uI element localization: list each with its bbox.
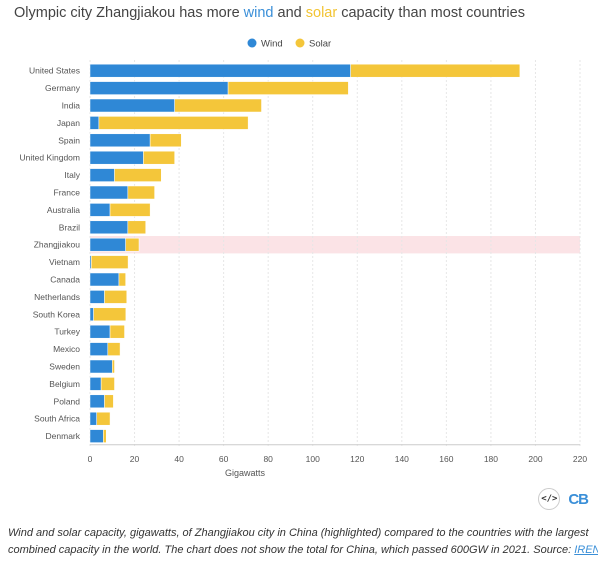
bar-wind	[89, 377, 102, 391]
bar-solar	[98, 116, 249, 130]
category-label: Turkey	[54, 327, 80, 337]
x-tick-label: 80	[263, 454, 273, 464]
legend-marker-wind	[247, 38, 257, 48]
bar-wind	[89, 342, 109, 356]
bar-wind	[89, 133, 151, 148]
bar-solar	[100, 377, 115, 391]
bar-solar	[107, 342, 121, 356]
bar-wind	[89, 63, 351, 78]
category-label: Germany	[45, 83, 81, 93]
category-label: Sweden	[49, 362, 80, 372]
bar-solar	[127, 185, 155, 200]
bar-solar	[104, 290, 127, 304]
bar-solar	[143, 150, 175, 165]
bar-solar	[227, 81, 349, 95]
bar-solar	[118, 272, 126, 287]
bar-wind	[89, 411, 97, 426]
bar-solar	[109, 203, 151, 217]
title-part1: Olympic city Zhangjiakou has more	[14, 5, 244, 21]
bar-solar	[125, 237, 140, 252]
bar-wind	[89, 429, 104, 443]
bar-solar	[96, 411, 111, 426]
bar-wind	[89, 307, 94, 322]
category-label: United Kingdom	[20, 153, 80, 163]
bar-solar	[109, 324, 125, 339]
bar-wind	[89, 290, 105, 304]
x-tick-label: 0	[88, 454, 93, 464]
bar-solar	[174, 98, 262, 113]
x-tick-label: 180	[484, 454, 498, 464]
category-label: Mexico	[53, 344, 80, 354]
bar-wind	[89, 324, 111, 339]
title-solar: solar	[305, 5, 338, 21]
x-tick-label: 120	[350, 454, 364, 464]
bar-wind	[89, 394, 105, 409]
bar-solar	[350, 63, 521, 78]
category-label: Japan	[57, 118, 80, 128]
bar-wind	[89, 185, 129, 200]
title-part3: capacity than most countries	[337, 5, 525, 21]
title-part2: and	[273, 5, 306, 21]
category-label: Brazil	[59, 222, 80, 232]
legend-label-solar: Solar	[309, 39, 331, 50]
caption-line1: Wind and solar capacity, gigawatts, of Z…	[8, 527, 589, 539]
x-tick-label: 20	[130, 454, 140, 464]
x-tick-label: 40	[174, 454, 184, 464]
x-axis-title: Gigawatts	[225, 468, 266, 478]
category-label: Australia	[47, 205, 80, 215]
highlight-band	[90, 236, 580, 254]
category-label: Spain	[58, 135, 80, 145]
category-label: South Korea	[33, 309, 81, 319]
embed-code-icon[interactable]: </>	[538, 488, 561, 510]
category-label: Canada	[50, 275, 80, 285]
source-link[interactable]: IRENA	[574, 544, 598, 556]
bar-wind	[89, 116, 100, 130]
category-label: Belgium	[49, 379, 80, 389]
x-tick-label: 140	[395, 454, 409, 464]
category-label: South Africa	[34, 414, 80, 424]
category-label: France	[54, 188, 81, 198]
category-label: United States	[29, 66, 80, 76]
category-label: Italy	[64, 170, 80, 180]
bar-solar	[91, 255, 129, 269]
carbon-brief-logo[interactable]: CB	[568, 490, 589, 508]
bar-wind	[89, 272, 120, 287]
bar-solar	[104, 394, 114, 409]
legend-label-wind: Wind	[261, 39, 283, 50]
title-wind: wind	[243, 5, 274, 21]
x-tick-label: 100	[306, 454, 320, 464]
category-label: Netherlands	[34, 292, 80, 302]
category-label: Poland	[54, 396, 81, 406]
bar-solar	[103, 429, 107, 443]
chart-title: Olympic city Zhangjiakou has more wind a…	[14, 5, 525, 21]
caption-line2: combined capacity in the world. The char…	[8, 542, 598, 559]
x-tick-label: 200	[528, 454, 542, 464]
bar-wind	[89, 81, 229, 95]
caption-line2-text: combined capacity in the world. The char…	[8, 544, 575, 556]
chart-toolbar: </> CB	[538, 488, 589, 510]
bar-wind	[89, 359, 113, 374]
x-tick-label: 60	[219, 454, 229, 464]
bar-solar	[114, 168, 162, 182]
bar-wind	[89, 98, 175, 113]
bar-chart: Wind Solar 0 20 40 60 80 100 120 140 160 180 200 220 G…	[20, 38, 587, 478]
category-label: Zhangjiakou	[34, 240, 81, 250]
legend-marker-solar	[295, 38, 305, 48]
category-label: Vietnam	[49, 257, 80, 267]
bar-solar	[149, 133, 182, 148]
bar-wind	[89, 203, 111, 217]
bar-wind	[89, 237, 126, 252]
category-label: India	[62, 101, 81, 111]
bar-solar	[112, 359, 115, 374]
bar-solar	[127, 220, 146, 235]
bar-wind	[89, 150, 144, 165]
chart-caption: Wind and solar capacity, gigawatts, of Z…	[8, 525, 598, 559]
bar-wind	[89, 220, 129, 235]
x-tick-label: 220	[573, 454, 587, 464]
x-tick-label: 160	[439, 454, 453, 464]
bar-solar	[93, 307, 127, 322]
bar-wind	[89, 168, 115, 182]
category-label: Denmark	[46, 431, 81, 441]
